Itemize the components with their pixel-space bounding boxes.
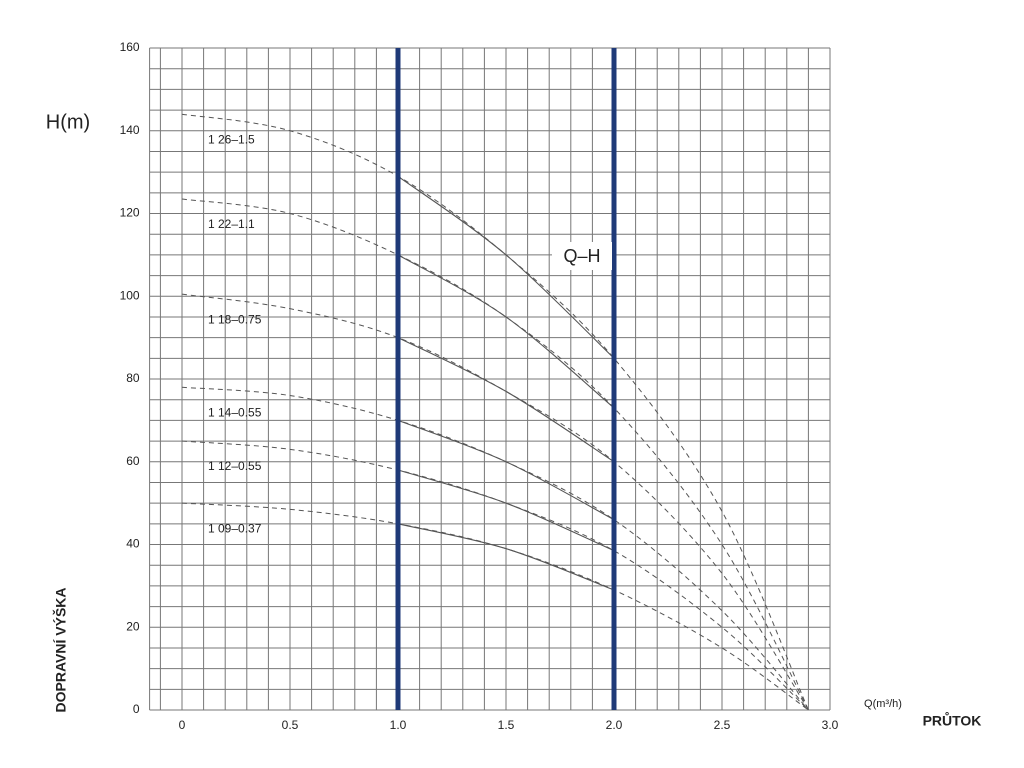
x-tick-label: 0.5 bbox=[282, 718, 299, 732]
y-tick-label: 0 bbox=[133, 702, 140, 716]
x-tick-label: 0 bbox=[179, 718, 186, 732]
y-tick-label: 80 bbox=[126, 371, 140, 385]
y-label: H(m) bbox=[46, 111, 90, 133]
series-line-solid bbox=[397, 337, 615, 463]
y-tick-label: 140 bbox=[120, 123, 140, 137]
x-title: PRŮTOK bbox=[923, 711, 982, 729]
series-line-solid bbox=[397, 419, 615, 521]
series-line-solid bbox=[397, 254, 615, 409]
series-line-solid bbox=[397, 175, 615, 359]
series-label: 1 12–0.55 bbox=[208, 459, 262, 473]
series-label: 1 14–0.55 bbox=[208, 405, 262, 419]
y-tick-label: 60 bbox=[126, 454, 140, 468]
y-tick-label: 160 bbox=[120, 40, 140, 54]
y-tick-label: 120 bbox=[120, 206, 140, 220]
series-line-dashed bbox=[181, 293, 809, 711]
series-line-dashed bbox=[181, 440, 809, 711]
annotation: Q–H bbox=[563, 246, 600, 266]
x-tick-label: 1.0 bbox=[390, 718, 407, 732]
series-line-dashed bbox=[181, 386, 809, 711]
series-line-solid bbox=[397, 469, 615, 552]
series-label: 1 18–0.75 bbox=[208, 312, 262, 326]
y-tick-label: 100 bbox=[120, 288, 140, 302]
x-tick-label: 3.0 bbox=[822, 718, 839, 732]
annotation-bg bbox=[552, 242, 612, 270]
y-tick-label: 20 bbox=[126, 619, 140, 633]
series-label: 1 26–1.5 bbox=[208, 132, 255, 146]
series-label: 1 22–1.1 bbox=[208, 217, 255, 231]
y-tick-label: 40 bbox=[126, 537, 140, 551]
series-label: 1 09–0.37 bbox=[208, 521, 262, 535]
x-tick-label: 2.0 bbox=[606, 718, 623, 732]
x-label: Q(m³/h) bbox=[864, 698, 902, 710]
plot-area: 0 0.5 1.0 1.5 2.0 2.5 3.0 0 20 40 60 80 100 120 140 160… bbox=[120, 40, 839, 732]
x-tick-label: 1.5 bbox=[498, 718, 515, 732]
y-title: DOPRAVNÍ VÝŠKA bbox=[52, 588, 69, 713]
x-tick-label: 2.5 bbox=[714, 718, 731, 732]
series-line-solid bbox=[397, 523, 615, 591]
